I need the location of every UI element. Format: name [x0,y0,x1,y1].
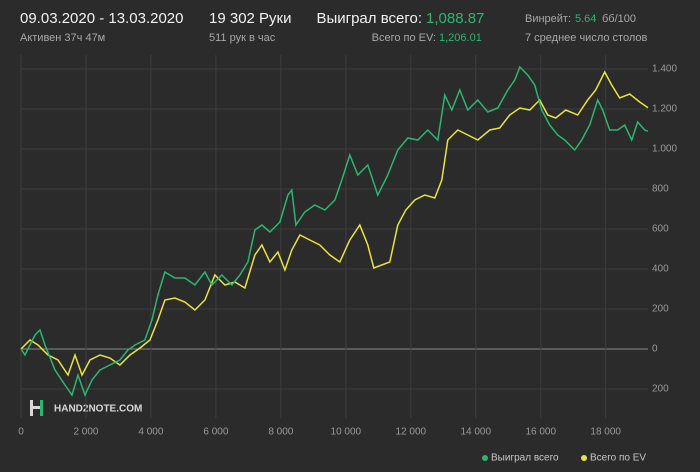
logo-icon [33,406,40,409]
hands-per-hour: 511 рук в час [209,32,276,44]
series-line [20,70,649,377]
x-tick-label: 6 000 [203,427,228,438]
legend-marker [482,455,488,461]
y-tick-label: 1.400 [652,64,677,75]
legend: Выиграл всего Всего по EV [482,453,646,464]
x-tick-label: 14 000 [460,427,491,438]
x-tick-label: 4 000 [138,427,163,438]
won-value: 1,088.87 [426,10,484,27]
tables: 7 среднее число столов [525,32,647,44]
legend-label: Всего по EV [590,453,646,464]
x-tick-label: 2 000 [73,427,98,438]
legend-marker [581,455,587,461]
y-tick-label: 200 [652,304,669,315]
winrate-label: Винрейт: [525,13,571,25]
logo-icon [40,400,43,416]
x-tick-label: 12 000 [396,427,427,438]
y-tick-label: 800 [652,184,669,195]
x-tick-label: 18 000 [590,427,621,438]
logo: HAND2NOTE.COM [30,400,142,416]
date-range: 09.03.2020 - 13.03.2020 [20,10,183,27]
x-tick-label: 8 000 [268,427,293,438]
grid: 1.400 1.200 1.000 800 600 400 200 0 200 0 2 000 4 0… [18,55,677,438]
series-line [20,65,649,397]
hands: 19 302 Руки [209,10,292,27]
y-tick-label: 400 [652,264,669,275]
y-tick-label: 600 [652,224,669,235]
y-tick-label: 200 [652,384,669,395]
winrate-value: 5.64 [575,13,596,25]
legend-label: Выиграл всего [491,453,559,464]
logo-icon [30,400,33,416]
won-label: Выиграл всего: [316,10,422,27]
ev-value: 1,206.01 [439,32,482,44]
y-tick-label: 1.000 [652,144,677,155]
logo-text: HAND2NOTE.COM [54,404,142,415]
plot [20,65,649,397]
x-tick-label: 16 000 [525,427,556,438]
y-tick-label: 1.200 [652,104,677,115]
winrate-unit: бб/100 [602,13,636,25]
active-time: Активен 37ч 47м [20,32,105,44]
x-tick-label: 10 000 [331,427,362,438]
x-tick-label: 0 [18,427,24,438]
ev-label: Всего по EV: [372,32,436,44]
y-tick-label: 0 [652,344,658,355]
